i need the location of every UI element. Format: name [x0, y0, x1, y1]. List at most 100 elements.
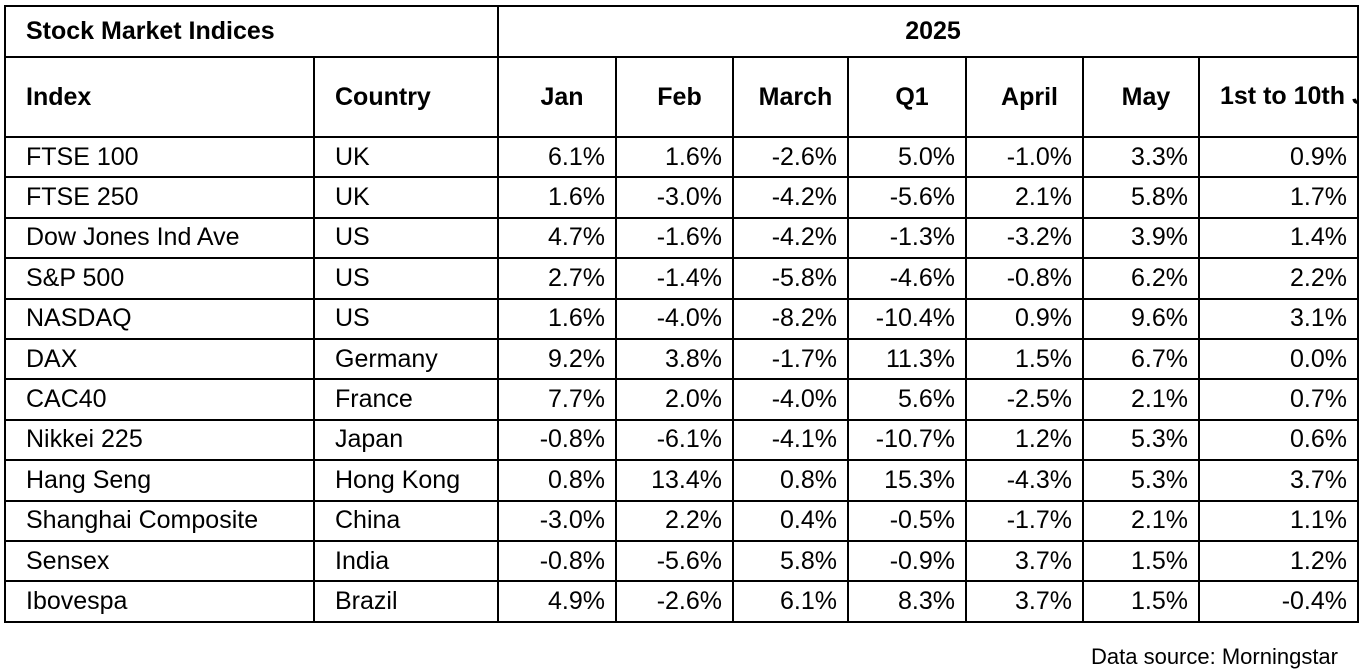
return-value-cell: 1.5%: [1082, 580, 1200, 623]
return-value-cell: -0.8%: [497, 539, 617, 583]
return-value-cell: -3.0%: [497, 499, 617, 542]
index-name-cell: Dow Jones Ind Ave: [4, 216, 315, 260]
country-cell: US: [313, 297, 499, 340]
return-value-cell: -10.4%: [847, 297, 967, 340]
return-value-cell: 1.2%: [965, 418, 1084, 462]
table-row: FTSE 100 UK 6.1% 1.6% -2.6% 5.0% -1.0% 3.3% 0.9%: [4, 135, 1360, 179]
country-cell: Brazil: [313, 580, 499, 623]
table-body: FTSE 100 UK 6.1% 1.6% -2.6% 5.0% -1.0% 3.3% 0.9%…: [4, 135, 1360, 623]
return-value-cell: 7.7%: [497, 378, 617, 421]
return-value-cell: -0.9%: [847, 539, 967, 583]
return-value-cell: 6.1%: [497, 135, 617, 179]
return-value-cell: 0.6%: [1197, 418, 1360, 462]
return-value-cell: 1.6%: [497, 176, 617, 219]
return-value-cell: 1.5%: [965, 337, 1084, 381]
return-value-cell: 4.7%: [497, 216, 617, 260]
table-row: Dow Jones Ind Ave US 4.7% -1.6% -4.2% -1.3% -3…: [4, 216, 1360, 260]
return-value-cell: 3.7%: [965, 580, 1084, 623]
return-value-cell: -1.0%: [965, 135, 1084, 179]
index-name-cell: FTSE 100: [4, 135, 315, 179]
return-value-cell: 5.8%: [732, 539, 849, 583]
table-row: CAC40 France 7.7% 2.0% -4.0% 5.6% -2.5% 2.1% 0.7…: [4, 378, 1360, 421]
return-value-cell: -0.8%: [497, 418, 617, 462]
return-value-cell: 1.6%: [497, 297, 617, 340]
column-header: Q1: [847, 56, 967, 138]
return-value-cell: 3.7%: [965, 539, 1084, 583]
return-value-cell: -4.6%: [847, 257, 967, 300]
return-value-cell: 0.9%: [1197, 135, 1360, 179]
country-cell: China: [313, 499, 499, 542]
column-header: March: [732, 56, 849, 138]
country-cell: US: [313, 257, 499, 300]
return-value-cell: 1.7%: [1197, 176, 1360, 219]
return-value-cell: 0.9%: [965, 297, 1084, 340]
return-value-cell: 6.2%: [1082, 257, 1200, 300]
return-value-cell: -5.6%: [847, 176, 967, 219]
return-value-cell: 5.6%: [847, 378, 967, 421]
table-row: Ibovespa Brazil 4.9% -2.6% 6.1% 8.3% 3.7% 1.5% -…: [4, 580, 1360, 623]
return-value-cell: 0.0%: [1197, 337, 1360, 381]
return-value-cell: -0.4%: [1197, 580, 1360, 623]
column-header: Index: [4, 56, 315, 138]
table-row: Sensex India -0.8% -5.6% 5.8% -0.9% 3.7% 1.5% 1.…: [4, 539, 1360, 583]
index-name-cell: Ibovespa: [4, 580, 315, 623]
return-value-cell: -4.1%: [732, 418, 849, 462]
data-source-note: Data source: Morningstar: [1091, 644, 1338, 669]
country-cell: France: [313, 378, 499, 421]
index-name-cell: Hang Seng: [4, 459, 315, 502]
return-value-cell: -4.0%: [615, 297, 734, 340]
return-value-cell: 2.7%: [497, 257, 617, 300]
return-value-cell: 15.3%: [847, 459, 967, 502]
return-value-cell: -3.2%: [965, 216, 1084, 260]
table-row: NASDAQ US 1.6% -4.0% -8.2% -10.4% 0.9% 9.6% 3.1%: [4, 297, 1360, 340]
column-header: Jan: [497, 56, 617, 138]
return-value-cell: 9.6%: [1082, 297, 1200, 340]
country-cell: Hong Kong: [313, 459, 499, 502]
table-row: S&P 500 US 2.7% -1.4% -5.8% -4.6% -0.8% 6.2% 2.2…: [4, 257, 1360, 300]
column-header: 1st to 10th June: [1197, 56, 1360, 138]
index-name-cell: CAC40: [4, 378, 315, 421]
return-value-cell: 0.8%: [732, 459, 849, 502]
return-value-cell: 2.2%: [1197, 257, 1360, 300]
index-name-cell: Sensex: [4, 539, 315, 583]
index-name-cell: S&P 500: [4, 257, 315, 300]
table-row: FTSE 250 UK 1.6% -3.0% -4.2% -5.6% 2.1% 5.8% 1.7…: [4, 176, 1360, 219]
return-value-cell: -1.6%: [615, 216, 734, 260]
table-title: Stock Market Indices: [4, 5, 499, 58]
country-cell: Japan: [313, 418, 499, 462]
table-row: Shanghai Composite China -3.0% 2.2% 0.4% -0.5…: [4, 499, 1360, 542]
return-value-cell: 6.7%: [1082, 337, 1200, 381]
column-header: Feb: [615, 56, 734, 138]
index-name-cell: NASDAQ: [4, 297, 315, 340]
table-row: DAX Germany 9.2% 3.8% -1.7% 11.3% 1.5% 6.7% 0.0%: [4, 337, 1360, 381]
return-value-cell: -6.1%: [615, 418, 734, 462]
return-value-cell: 2.1%: [965, 176, 1084, 219]
return-value-cell: 5.3%: [1082, 459, 1200, 502]
return-value-cell: -2.6%: [615, 580, 734, 623]
return-value-cell: 1.4%: [1197, 216, 1360, 260]
return-value-cell: -4.2%: [732, 176, 849, 219]
return-value-cell: 6.1%: [732, 580, 849, 623]
return-value-cell: 3.9%: [1082, 216, 1200, 260]
title-row: Stock Market Indices 2025: [4, 5, 1360, 58]
return-value-cell: 8.3%: [847, 580, 967, 623]
return-value-cell: 4.9%: [497, 580, 617, 623]
return-value-cell: 5.8%: [1082, 176, 1200, 219]
return-value-cell: 3.1%: [1197, 297, 1360, 340]
year-header: 2025: [496, 5, 1360, 58]
country-cell: UK: [313, 135, 499, 179]
return-value-cell: 1.2%: [1197, 539, 1360, 583]
column-header: May: [1082, 56, 1200, 138]
return-value-cell: 5.3%: [1082, 418, 1200, 462]
return-value-cell: -0.5%: [847, 499, 967, 542]
country-cell: UK: [313, 176, 499, 219]
index-name-cell: Nikkei 225: [4, 418, 315, 462]
column-header-row: Index Country Jan Feb March Q1 April May 1st to …: [4, 56, 1360, 138]
return-value-cell: -1.7%: [732, 337, 849, 381]
return-value-cell: 1.1%: [1197, 499, 1360, 542]
return-value-cell: -4.0%: [732, 378, 849, 421]
country-cell: US: [313, 216, 499, 260]
country-cell: India: [313, 539, 499, 583]
index-name-cell: Shanghai Composite: [4, 499, 315, 542]
return-value-cell: 3.7%: [1197, 459, 1360, 502]
